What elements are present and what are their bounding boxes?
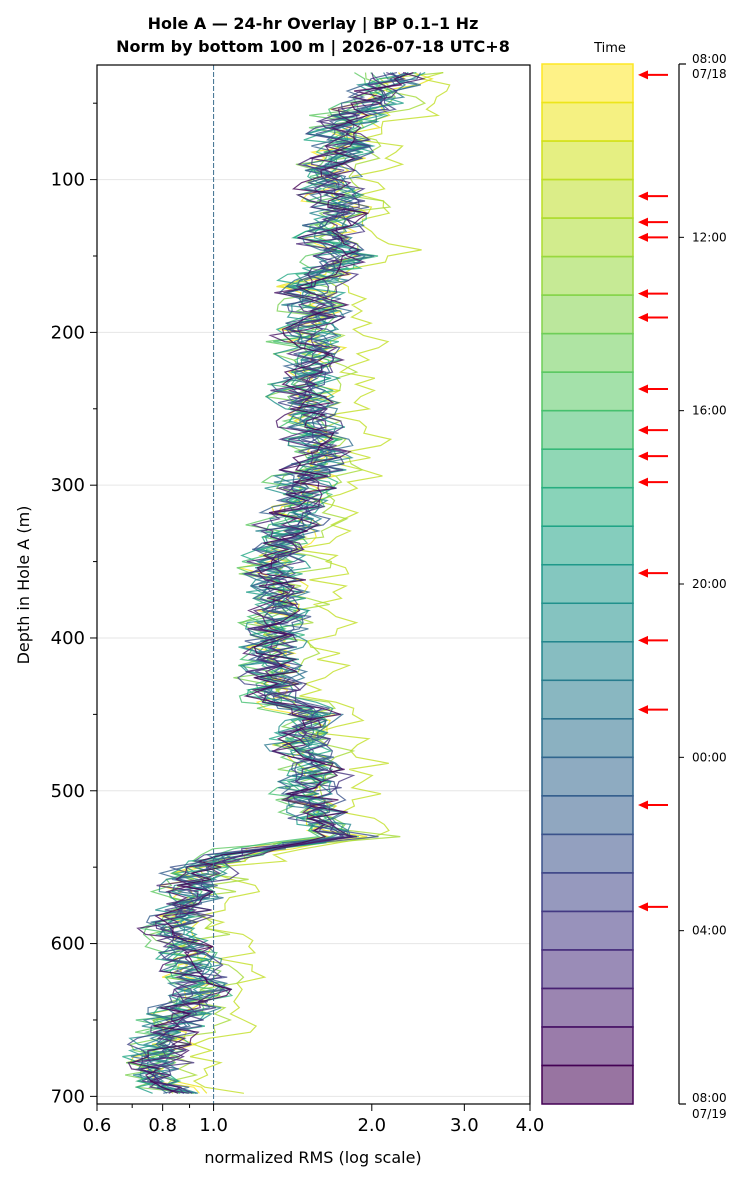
event-arrow-head [638, 232, 648, 242]
colorbar-band [541, 140, 634, 181]
time-axis-tick-label: 16:00 [692, 404, 727, 418]
x-axis-label: normalized RMS (log scale) [204, 1148, 421, 1167]
event-arrow-head [638, 635, 648, 645]
time-axis-end-time: 08:00 [692, 1091, 727, 1105]
time-axis-tick-label: 04:00 [692, 924, 727, 938]
time-axis-tick-label: 00:00 [692, 750, 727, 764]
event-arrow-head [638, 191, 648, 201]
colorbar-band [541, 486, 634, 527]
colorbar-band [541, 795, 634, 836]
x-tick-label: 3.0 [450, 1115, 479, 1136]
chart-title-line1: Hole A — 24-hr Overlay | BP 0.1–1 Hz [148, 14, 479, 34]
event-arrow-head [638, 705, 648, 715]
x-tick-label: 0.6 [83, 1115, 112, 1136]
event-arrow-head [638, 313, 648, 322]
colorbar-band [541, 563, 634, 605]
event-arrow-head [638, 477, 648, 487]
event-arrow-head [638, 289, 648, 299]
plot-frame [96, 64, 531, 1105]
plot-area: 0.6 0.8 1.0 2.0 3.0 4.0 100 200 300 400 500 600 700 [51, 64, 545, 1136]
y-axis-label: Depth in Hole A (m) [14, 506, 33, 665]
x-tick-label: 1.0 [199, 1115, 228, 1136]
colorbar-band [541, 448, 634, 489]
y-tick-label: 600 [51, 934, 85, 955]
colorbar-band [541, 1064, 634, 1105]
colorbar-band [541, 718, 634, 759]
series-line [139, 72, 407, 1094]
y-tick-label: 400 [51, 628, 85, 649]
series-line [129, 72, 414, 1094]
series-line [126, 72, 398, 1094]
colorbar-band [541, 679, 634, 720]
time-colorbar: 08:0007/1808:0007/1912:0016:0020:0000:00… [541, 52, 727, 1121]
colorbar-band [541, 756, 634, 797]
time-axis-end-date: 07/19 [692, 1107, 727, 1121]
colorbar-band [541, 910, 634, 951]
colorbar-band [541, 255, 634, 296]
colorbar-band [541, 641, 634, 682]
colorbar-band [541, 602, 634, 643]
event-arrow-head [638, 568, 648, 578]
colorbar-band [541, 217, 634, 258]
y-tick-label: 500 [51, 781, 85, 802]
time-axis-tick-label: 20:00 [692, 577, 727, 591]
y-tick-label: 300 [51, 475, 85, 496]
y-tick-label: 700 [51, 1086, 85, 1107]
event-arrow-head [638, 800, 648, 810]
event-arrow-head [638, 384, 648, 394]
colorbar-band [541, 525, 634, 566]
colorbar-band [541, 872, 634, 913]
time-axis-start-date: 07/18 [692, 67, 727, 81]
colorbar-band [541, 371, 634, 412]
x-tick-label: 4.0 [516, 1115, 545, 1136]
colorbar-band [541, 949, 634, 990]
colorbar-band [541, 1026, 634, 1067]
time-axis-tick-label: 12:00 [692, 230, 727, 244]
colorbar-label: Time [593, 41, 626, 56]
colorbar-band [541, 409, 634, 450]
event-arrow-head [638, 217, 648, 227]
colorbar-band [541, 63, 634, 104]
colorbar-band [541, 833, 634, 874]
y-tick-label: 200 [51, 322, 85, 343]
colorbar-band [541, 178, 634, 219]
colorbar-band [541, 332, 634, 373]
x-tick-label: 2.0 [357, 1115, 386, 1136]
series-line [189, 72, 451, 1094]
colorbar-band [541, 101, 634, 142]
chart-title-line2: Norm by bottom 100 m | 2026-07-18 UTC+8 [116, 37, 510, 57]
event-arrow-head [638, 70, 648, 80]
event-arrow-head [638, 451, 648, 461]
x-tick-label: 0.8 [148, 1115, 177, 1136]
colorbar-band [541, 294, 634, 335]
colorbar-band [541, 987, 634, 1028]
time-axis-start-time: 08:00 [692, 52, 727, 66]
y-tick-label: 100 [51, 170, 85, 191]
event-arrow-head [638, 425, 648, 435]
event-arrow-head [638, 902, 648, 912]
series-line [137, 72, 422, 1094]
